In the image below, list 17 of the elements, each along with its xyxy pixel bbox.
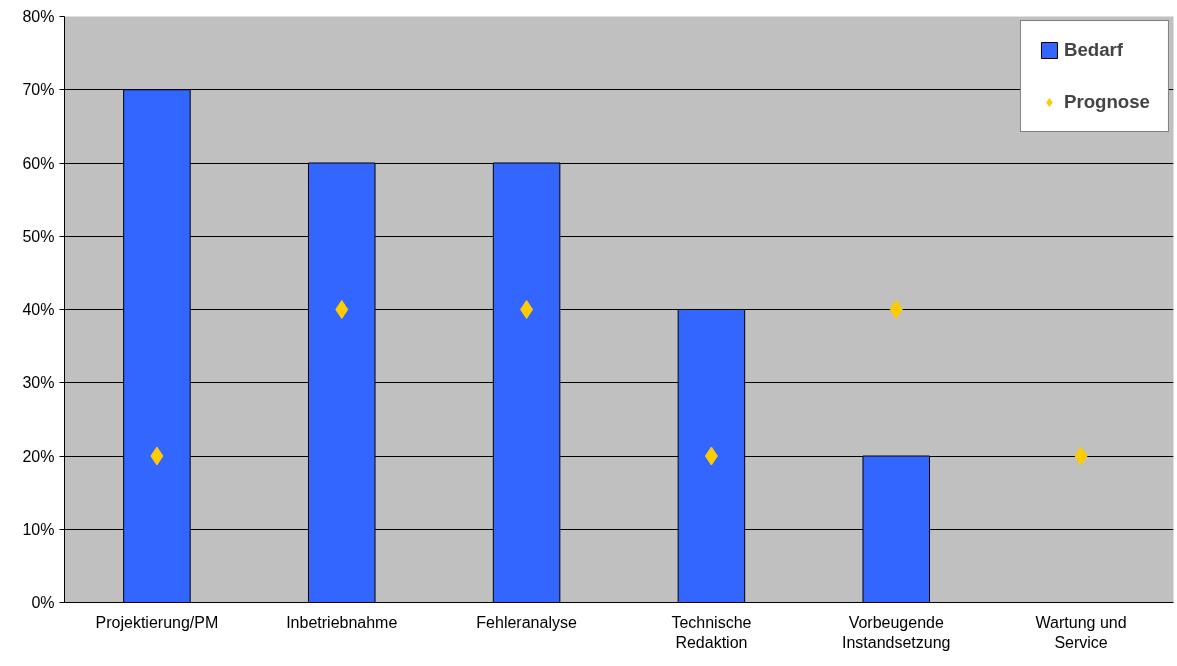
- y-tick-label: 20%: [22, 447, 55, 465]
- x-tick-label: Projektierung/PM: [95, 613, 219, 631]
- y-tick-label: 40%: [22, 301, 55, 318]
- y-tick-label: 70%: [22, 81, 55, 99]
- x-tick-label: Inbetriebnahme: [286, 613, 398, 631]
- y-tick-label: 50%: [22, 227, 55, 245]
- x-tick-label: Wartung und Service: [1035, 613, 1127, 651]
- y-tick-label: 0%: [31, 594, 55, 611]
- y-tick-label: 10%: [22, 520, 55, 538]
- x-tick-label: Technische Redaktion: [671, 613, 752, 651]
- x-tick-label: Fehleranalyse: [476, 613, 577, 631]
- y-tick-label: 80%: [22, 8, 55, 25]
- y-tick-label: 60%: [22, 154, 55, 172]
- y-tick-label: 30%: [22, 374, 55, 392]
- legend-label: Bedarf: [1063, 39, 1124, 61]
- legend-label: Prognose: [1063, 91, 1150, 113]
- x-tick-label: Vorbeugende Instandsetzung: [841, 613, 951, 651]
